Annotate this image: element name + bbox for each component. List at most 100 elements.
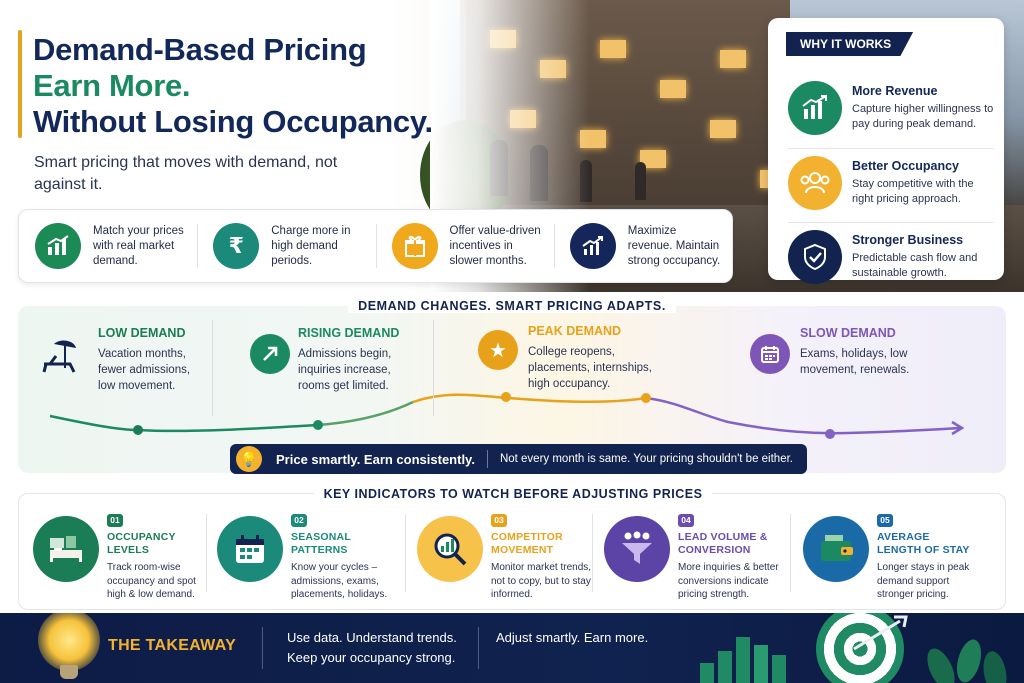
curve-point bbox=[313, 420, 323, 430]
indicator-title: SEASONAL PATTERNS bbox=[291, 531, 351, 556]
leaf-decoration bbox=[921, 644, 961, 683]
rupee-icon: ₹ bbox=[213, 223, 260, 269]
hero-section: Demand-Based Pricing Earn More. Without … bbox=[0, 0, 1024, 292]
divider bbox=[212, 320, 213, 416]
why-title: More Revenue bbox=[852, 84, 938, 98]
indicator-title: LEAD VOLUME & CONVERSION bbox=[678, 531, 768, 556]
indicator-item: 05 AVERAGE LENGTH OF STAY Longer stays i… bbox=[803, 510, 977, 602]
star-icon: ★ bbox=[478, 330, 518, 370]
indicator-item: 03 COMPETITOR MOVEMENT Monitor market tr… bbox=[417, 510, 595, 602]
takeaway-line: Keep your occupancy strong. bbox=[287, 650, 456, 665]
feature-text: Charge more in high demand periods. bbox=[271, 224, 351, 267]
feature-item: Maximize revenue. Maintain strong occupa… bbox=[553, 210, 732, 282]
divider bbox=[592, 514, 593, 592]
pill-divider bbox=[486, 450, 488, 468]
why-title: Better Occupancy bbox=[852, 158, 959, 173]
phase-title: PEAK DEMAND bbox=[528, 324, 622, 338]
divider bbox=[262, 627, 263, 669]
bar-decoration bbox=[754, 645, 768, 683]
indicator-desc: Monitor market trends, not to copy, but … bbox=[491, 562, 592, 600]
phase-desc: Admissions begin, inquiries increase, ro… bbox=[298, 348, 392, 392]
indicator-desc: Know your cycles – admissions, exams, pl… bbox=[291, 562, 388, 600]
pill-text: Not every month is same. Your pricing sh… bbox=[499, 453, 793, 465]
demand-curve bbox=[49, 392, 965, 439]
feature-item: ₹ Charge more in high demand periods. bbox=[197, 210, 375, 282]
phase-peak-demand: ★ PEAK DEMAND College reopens, placement… bbox=[478, 324, 658, 392]
page-title-line2: Earn More. bbox=[33, 68, 191, 103]
indicator-item: 02 SEASONAL PATTERNS Know your cycles – … bbox=[217, 510, 401, 602]
price-pill: 💡 Price smartly. Earn consistently. Not … bbox=[230, 444, 807, 474]
indicator-number: 01 bbox=[107, 514, 123, 527]
bulb-icon: 💡 bbox=[236, 446, 262, 472]
indicator-item: 01 OCCUPANCY LEVELS Track room-wise occu… bbox=[33, 510, 203, 602]
person bbox=[635, 162, 646, 200]
demand-section: DEMAND CHANGES. SMART PRICING ADAPTS. LO… bbox=[18, 299, 1006, 474]
takeaway-text-1: Use data. Understand trends. Keep your o… bbox=[287, 628, 457, 668]
chart-growth-icon bbox=[35, 223, 81, 269]
indicator-title: OCCUPANCY LEVELS bbox=[107, 531, 176, 556]
phase-slow-demand: SLOW DEMAND Exams, holidays, low movemen… bbox=[750, 326, 910, 378]
feature-text: Match your prices with real market deman… bbox=[93, 224, 184, 267]
indicator-number: 02 bbox=[291, 514, 307, 527]
takeaway-footer: THE TAKEAWAY Use data. Understand trends… bbox=[0, 613, 1024, 683]
takeaway-line: Use data. Understand trends. bbox=[287, 630, 457, 645]
indicator-title: AVERAGE LENGTH OF STAY bbox=[877, 531, 970, 556]
phase-desc: Vacation months, fewer admissions, low m… bbox=[98, 348, 191, 392]
features-card: Match your prices with real market deman… bbox=[18, 209, 733, 283]
phase-low-demand: LOW DEMAND Vacation months, fewer admiss… bbox=[40, 326, 206, 394]
indicator-number: 05 bbox=[877, 514, 893, 527]
feature-text: Offer value-driven incentives in slower … bbox=[449, 224, 541, 267]
leaf-decoration bbox=[980, 649, 1010, 683]
lightbulb-icon bbox=[38, 613, 100, 671]
curve-point bbox=[501, 392, 511, 402]
indicators-section: KEY INDICATORS TO WATCH BEFORE ADJUSTING… bbox=[18, 487, 1006, 610]
phase-title: SLOW DEMAND bbox=[800, 326, 896, 340]
takeaway-label: THE TAKEAWAY bbox=[108, 637, 237, 654]
takeaway-text-2: Adjust smartly. Earn more. bbox=[496, 630, 649, 645]
gift-icon bbox=[391, 223, 438, 269]
feature-item: Offer value-driven incentives in slower … bbox=[375, 210, 554, 282]
indicator-desc: Track room-wise occupancy and spot high … bbox=[107, 562, 196, 600]
feature-text: Maximize revenue. Maintain strong occupa… bbox=[627, 224, 721, 267]
phase-rising-demand: RISING DEMAND Admissions begin, inquirie… bbox=[250, 326, 418, 394]
page-subtitle: Smart pricing that moves with demand, no… bbox=[34, 154, 338, 193]
funnel-icon bbox=[604, 516, 670, 582]
divider bbox=[405, 514, 406, 592]
feature-item: Match your prices with real market deman… bbox=[19, 210, 197, 282]
indicator-number: 04 bbox=[678, 514, 694, 527]
shield-check-icon bbox=[788, 229, 842, 284]
divider bbox=[206, 514, 207, 592]
demand-title: DEMAND CHANGES. SMART PRICING ADAPTS. bbox=[348, 299, 676, 313]
arrow-icon bbox=[853, 615, 908, 651]
wallet-icon bbox=[803, 516, 869, 582]
why-it-works-card: WHY IT WORKS More Revenue Capture higher … bbox=[768, 18, 1004, 284]
indicator-number: 03 bbox=[491, 514, 507, 527]
divider bbox=[433, 320, 434, 416]
target-icon bbox=[816, 613, 904, 683]
bar-decoration bbox=[772, 655, 786, 683]
phase-title: RISING DEMAND bbox=[298, 326, 400, 340]
page-title-line3: Without Losing Occupancy. bbox=[33, 104, 433, 139]
window bbox=[640, 150, 666, 168]
why-desc: Capture higher willingness to pay during… bbox=[852, 103, 994, 130]
why-item: Better Occupancy Stay competitive with th… bbox=[788, 148, 994, 216]
why-desc: Predictable cash flow and sustainable gr… bbox=[852, 251, 978, 279]
lightbulb-base bbox=[60, 665, 78, 679]
indicator-item: 04 LEAD VOLUME & CONVERSION More inquiri… bbox=[604, 510, 782, 602]
magnifier-chart-icon bbox=[417, 516, 483, 582]
bar-decoration bbox=[718, 651, 732, 683]
indicators-title: KEY INDICATORS TO WATCH BEFORE ADJUSTING… bbox=[313, 487, 713, 501]
calendar-icon bbox=[217, 516, 283, 582]
bar-decoration bbox=[700, 663, 714, 683]
indicator-title: COMPETITOR MOVEMENT bbox=[491, 531, 563, 556]
leaf-decoration bbox=[952, 636, 986, 683]
why-title: Stronger Business bbox=[852, 232, 964, 247]
beach-chair-icon bbox=[40, 338, 80, 383]
people-icon bbox=[788, 155, 842, 210]
window bbox=[710, 120, 736, 138]
indicator-desc: Longer stays in peak demand support stro… bbox=[877, 562, 970, 600]
title-accent-bar bbox=[18, 30, 22, 138]
phase-desc: College reopens, placements, internships… bbox=[528, 346, 653, 390]
page-title-line1: Demand-Based Pricing bbox=[33, 32, 367, 67]
bedroom-icon bbox=[33, 516, 99, 582]
